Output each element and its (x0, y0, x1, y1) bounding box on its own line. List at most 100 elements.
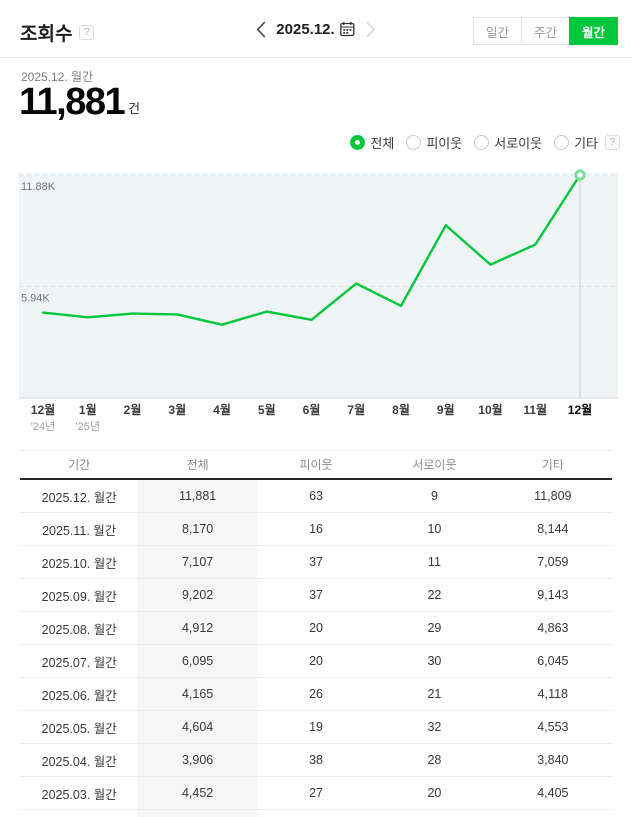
table-row: 2025.07. 월간 6,095 20 30 6,045 (20, 645, 612, 678)
value-cell: 10 (427, 522, 442, 536)
x-tick-label: 11월 (523, 402, 547, 417)
table-row: 2025.06. 월간 4,165 26 21 4,118 (20, 678, 612, 711)
value-cell: 3,840 (537, 753, 569, 767)
value-cell: 37 (309, 555, 323, 569)
period-tabs: 일간 주간 월간 (473, 17, 618, 45)
series-line (41, 173, 582, 326)
table-row: 2025.05. 월간 4,604 19 32 4,553 (20, 711, 612, 744)
period-cell: 2025.11. 월간 (42, 523, 117, 538)
period-cell: 2025.09. 월간 (41, 589, 117, 604)
table-row-partial (20, 810, 612, 817)
value-cell: 4,452 (138, 777, 257, 809)
y-tick-label: 11.88K (21, 181, 56, 193)
x-tick-label: 10월 (478, 402, 502, 417)
table-row: 2025.12. 월간 11,881 63 9 11,809 (20, 480, 612, 513)
radio-icon[interactable] (474, 135, 490, 150)
table-header-cell: 기간 (68, 458, 91, 472)
summary-period-label: 2025.12. 월간 (21, 70, 94, 84)
table-header-cell: 서로이웃 (412, 458, 457, 472)
table-row: 2025.08. 월간 4,912 20 29 4,863 (20, 612, 612, 645)
visitor-filter-group: 전체 피이웃 서로이웃 기타? (350, 133, 620, 152)
title-help-icon[interactable]: ? (79, 25, 95, 40)
visitor-filter-label: 기타 (574, 136, 598, 151)
chart-plot-area[interactable] (19, 173, 618, 398)
page-title: 조회수 ? (20, 19, 95, 46)
value-cell: 9 (430, 489, 438, 503)
value-cell: 7,059 (537, 555, 569, 569)
visitor-filter-option-1[interactable]: 피이웃 (406, 133, 462, 152)
value-cell: 30 (427, 654, 442, 668)
x-tick-label: 9월 (437, 402, 455, 417)
x-tick-year-label: '24년 (31, 420, 55, 433)
last-point-marker[interactable] (574, 169, 586, 181)
calendar-icon[interactable] (340, 21, 356, 37)
table-row: 2025.10. 월간 7,107 37 11 7,059 (20, 546, 612, 579)
value-cell: 4,405 (537, 786, 569, 800)
visitor-filter-option-0[interactable]: 전체 (350, 133, 394, 152)
value-cell: 8,170 (138, 513, 257, 545)
page-title-text: 조회수 (20, 24, 73, 45)
x-tick-label: 4월 (213, 402, 231, 417)
value-cell: 4,604 (138, 711, 257, 743)
value-cell: 9,202 (138, 579, 257, 611)
y-tick-label: 5.94K (21, 293, 50, 305)
stats-table: 기간 전체 피이웃 서로이웃 기타 2025.12. 월간 11,881 63 9 11,809 2… (20, 450, 612, 817)
table-header-cell: 기타 (541, 458, 564, 472)
value-cell (20, 810, 138, 817)
value-cell: 11 (427, 555, 441, 569)
x-tick-label: 6월 (303, 402, 321, 417)
value-cell: 19 (309, 720, 323, 734)
value-cell: 9,143 (537, 588, 569, 602)
filter-help-icon[interactable]: ? (605, 135, 620, 150)
header-divider (0, 57, 632, 58)
value-cell: 8,144 (537, 522, 569, 536)
table-row: 2025.11. 월간 8,170 16 10 8,144 (20, 513, 612, 546)
summary-value: 11,881 건 (19, 83, 140, 121)
radio-icon[interactable] (406, 135, 422, 150)
period-cell: 2025.03. 월간 (41, 787, 117, 802)
value-cell (138, 810, 257, 817)
x-tick-label: 12월 (568, 402, 592, 417)
next-period-button[interactable] (364, 19, 378, 39)
value-cell: 20 (309, 654, 323, 668)
period-cell: 2025.07. 월간 (41, 655, 117, 670)
period-cell: 2025.04. 월간 (41, 754, 117, 769)
views-chart[interactable]: 11.88K 5.94K 12월 '24년 1월 '25년 2월 3월 4월 5월 6월 7월 8월 9월… (0, 160, 632, 445)
value-cell: 16 (309, 522, 323, 536)
value-cell: 26 (309, 687, 323, 701)
visitor-filter-label: 피이웃 (426, 136, 463, 151)
visitor-filter-option-3[interactable]: 기타 (554, 133, 598, 152)
value-cell: 28 (427, 753, 442, 767)
visitor-filter-option-2[interactable]: 서로이웃 (474, 133, 542, 152)
period-tab-0[interactable]: 일간 (473, 17, 522, 45)
prev-period-button[interactable] (254, 19, 268, 39)
value-cell (375, 810, 493, 817)
visitor-filter-label: 서로이웃 (494, 136, 543, 151)
x-tick-label: 8월 (392, 402, 410, 417)
current-period-label: 2025.12. (276, 20, 335, 38)
value-cell: 4,165 (138, 678, 257, 710)
value-cell: 20 (309, 621, 323, 635)
value-cell: 27 (309, 786, 323, 800)
value-cell: 63 (309, 489, 323, 503)
period-tab-2[interactable]: 월간 (569, 17, 618, 45)
radio-selected-icon[interactable] (350, 135, 366, 150)
period-tab-1[interactable]: 주간 (521, 17, 570, 45)
views-count-unit: 건 (128, 101, 141, 116)
value-cell: 4,912 (138, 612, 257, 644)
radio-icon[interactable] (554, 135, 570, 150)
x-tick-label: 3월 (168, 402, 186, 417)
chevron-right-icon (366, 20, 376, 38)
table-row: 2025.03. 월간 4,452 27 20 4,405 (20, 777, 612, 810)
x-tick-label: 1월 (79, 402, 97, 417)
table-header-row: 기간 전체 피이웃 서로이웃 기타 (20, 450, 612, 480)
x-tick-label: 5월 (258, 402, 276, 417)
table-row: 2025.04. 월간 3,906 38 28 3,840 (20, 744, 612, 777)
period-cell: 2025.12. 월간 (41, 490, 117, 505)
value-cell: 21 (427, 687, 442, 701)
value-cell: 6,095 (138, 645, 257, 677)
current-period: 2025.12. (276, 21, 355, 38)
x-tick-year-label: '25년 (76, 420, 100, 433)
value-cell: 4,863 (537, 621, 569, 635)
value-cell: 29 (427, 621, 442, 635)
